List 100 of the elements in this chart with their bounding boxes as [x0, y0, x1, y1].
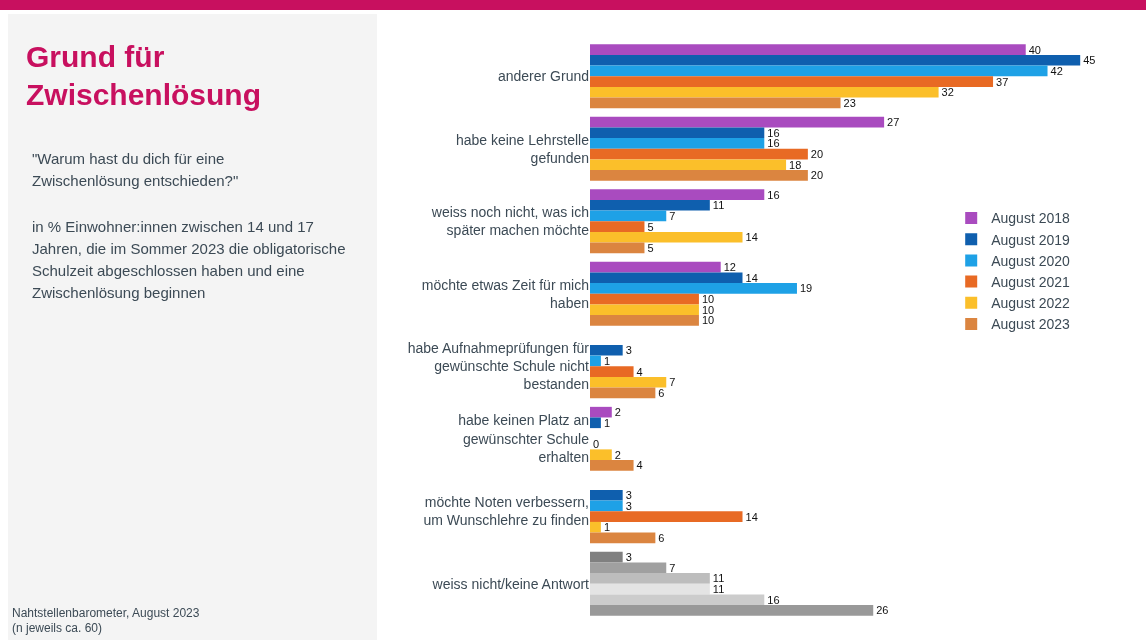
data-label: 1 [603, 354, 611, 367]
data-label: 2 [614, 448, 621, 461]
legend-label: August 2023 [991, 316, 1071, 333]
data-label: 1 [603, 416, 611, 429]
bar [590, 344, 623, 356]
bar [590, 551, 623, 563]
legend-label: August 2022 [991, 295, 1071, 312]
data-label: 3 [625, 499, 632, 512]
y-tick-label: möchte Noten verbessern, um Wunschlehre zu finden [423, 494, 589, 529]
bar [590, 65, 1048, 77]
bar [590, 355, 601, 367]
data-label: 40 [1028, 43, 1041, 56]
data-label: 37 [996, 75, 1009, 88]
bar [590, 605, 874, 616]
bar [590, 594, 765, 606]
legend-label: August 2021 [991, 274, 1071, 291]
bar [590, 376, 667, 388]
data-label: 16 [767, 137, 780, 150]
data-label: 16 [767, 593, 780, 606]
y-tick-label: weiss nicht/keine Antwort [431, 575, 590, 592]
bar [590, 138, 765, 149]
data-label: 7 [669, 376, 676, 389]
bar [590, 562, 667, 574]
bar [590, 293, 699, 305]
bar [590, 417, 601, 429]
bar [590, 283, 797, 294]
data-label: 20 [810, 169, 824, 182]
data-label: 14 [745, 231, 758, 244]
data-label: 1 [603, 521, 611, 534]
text: Grund für Zwischenlösung [26, 39, 263, 113]
data-label: 3 [625, 344, 632, 357]
text: Nahtstellenbarometer, August 2023 [12, 606, 200, 620]
bar [590, 97, 841, 109]
y-tick-label: möchte etwas Zeit für mich haben [421, 276, 589, 311]
legend-label: August 2020 [991, 252, 1071, 269]
data-label: 4 [636, 459, 643, 472]
data-label: 16 [767, 126, 780, 139]
data-label: 2 [614, 406, 621, 419]
data-label: 12 [723, 261, 736, 274]
data-label: 14 [745, 510, 758, 523]
text: in % Einwohner:innen zwischen 14 und 17 Jahren, die im Sommer 2023 die obligatorische Schulzeit abgeschlossen haben und eine Zwischenlösung beginnen [32, 217, 347, 303]
bar [590, 449, 612, 461]
data-label: 10 [701, 303, 715, 316]
bar [590, 54, 1081, 66]
data-label: 10 [701, 293, 715, 306]
bar [590, 387, 656, 399]
bar [590, 573, 710, 584]
data-label: 27 [887, 116, 900, 129]
bar [590, 159, 787, 171]
bar [590, 127, 765, 139]
bar [590, 272, 743, 284]
bar [590, 231, 743, 243]
bar [590, 511, 743, 522]
bar [590, 44, 1026, 55]
data-label: 11 [712, 572, 725, 585]
data-label: 14 [745, 271, 758, 284]
text: (n jeweils ca. 60) [12, 621, 103, 635]
y-tick-label: anderer Grund [497, 68, 589, 85]
bar [590, 583, 710, 595]
bar [590, 76, 994, 87]
data-label: 3 [625, 551, 632, 564]
data-label: 10 [701, 314, 715, 327]
bar [590, 199, 710, 211]
data-label: 6 [658, 531, 665, 544]
y-tick-label: habe keine Lehrstelle gefunden [455, 131, 590, 166]
bar [590, 500, 623, 512]
data-label: 11 [712, 199, 725, 212]
data-label: 20 [810, 148, 824, 161]
bar [590, 189, 765, 200]
bar [590, 366, 634, 377]
data-label: 26 [876, 604, 889, 617]
legend-label: August 2018 [991, 210, 1071, 227]
bar [590, 210, 667, 222]
data-label: 6 [658, 386, 665, 399]
bar [590, 304, 699, 316]
bar [590, 315, 699, 326]
y-tick-label: habe Aufnahmeprüfungen für gewünschte Schule nicht bestanden [407, 339, 590, 393]
bar [590, 489, 623, 501]
text: "Warum hast du dich für eine Zwischenlösung entschieden?" [32, 149, 240, 191]
bar [590, 116, 885, 128]
data-label: 4 [636, 365, 643, 378]
data-label: 42 [1050, 64, 1063, 77]
data-label: 11 [712, 583, 725, 596]
bar [590, 460, 634, 471]
bar [590, 521, 601, 533]
bar [590, 221, 645, 232]
bar [590, 406, 612, 418]
data-label: 7 [669, 561, 676, 574]
data-label: 5 [647, 220, 654, 233]
data-label: 45 [1083, 54, 1096, 67]
legend-label: August 2019 [991, 231, 1071, 248]
data-label: 16 [767, 188, 780, 201]
bar [590, 261, 721, 273]
y-tick-label: habe keinen Platz an gewünschter Schule erhalten [458, 412, 590, 465]
data-label: 3 [625, 489, 632, 502]
bar [590, 532, 656, 544]
data-label: 19 [799, 282, 813, 295]
bar [590, 242, 645, 254]
bar [590, 86, 939, 98]
data-label: 0 [593, 438, 600, 451]
